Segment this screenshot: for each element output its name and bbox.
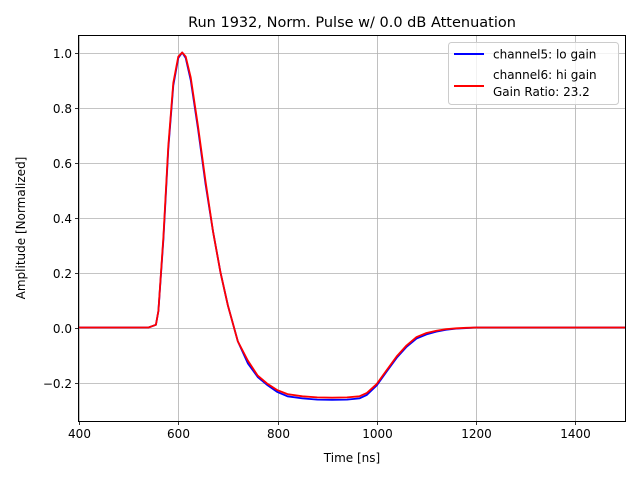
x-tick-label: 1000 bbox=[362, 427, 393, 441]
plot-lines bbox=[78, 51, 626, 401]
legend-label-lo-gain: channel5: lo gain bbox=[493, 48, 596, 62]
y-tick-label: 0.6 bbox=[53, 157, 72, 171]
plot-frame bbox=[78, 35, 626, 422]
y-tick-label: 0.8 bbox=[53, 102, 72, 116]
legend-gain-ratio: Gain Ratio: 23.2 bbox=[493, 85, 590, 99]
legend-box bbox=[448, 42, 619, 105]
series-line-hi-gain bbox=[78, 51, 626, 399]
x-tick-label: 600 bbox=[167, 427, 190, 441]
y-tick-label: −0.2 bbox=[43, 377, 72, 391]
x-tick-label: 800 bbox=[267, 427, 290, 441]
x-tick-label: 1400 bbox=[560, 427, 591, 441]
legend-label-hi-gain: channel6: hi gain bbox=[493, 68, 597, 82]
y-tick-label: 0.4 bbox=[53, 212, 72, 226]
x-tick-label: 1200 bbox=[461, 427, 492, 441]
x-axis-label: Time [ns] bbox=[323, 451, 380, 465]
x-tick-label: 400 bbox=[68, 427, 91, 441]
chart-title: Run 1932, Norm. Pulse w/ 0.0 dB Attenuat… bbox=[188, 15, 516, 31]
legend: channel5: lo gain channel6: hi gain Gain… bbox=[448, 42, 619, 105]
y-tick-label: 0.2 bbox=[53, 267, 72, 281]
y-tick-label: 0.0 bbox=[53, 322, 72, 336]
axis-ticks: 400 600 800 1000 1200 1400 −0.2 0.0 0.2 0.4 0.6 0.8… bbox=[43, 47, 591, 441]
y-tick-label: 1.0 bbox=[53, 47, 72, 61]
y-axis-label: Amplitude [Normalized] bbox=[14, 157, 28, 300]
